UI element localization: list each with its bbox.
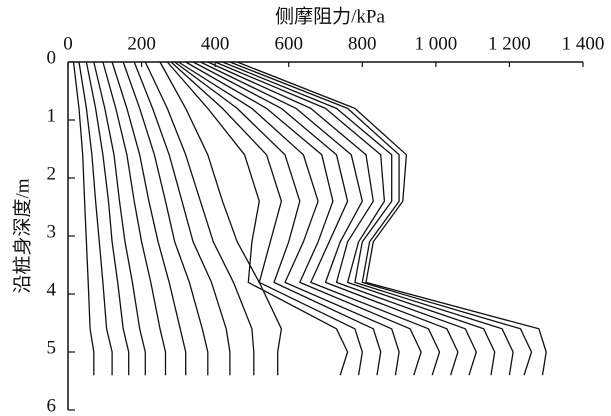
friction-tick-label: 1 200 [488, 33, 531, 54]
friction-tick-label: 200 [127, 33, 156, 54]
curve [144, 61, 255, 376]
friction-tick-label: 1 000 [414, 33, 457, 54]
curve [185, 61, 422, 376]
depth-tick-label: 3 [47, 221, 57, 242]
curve [72, 61, 95, 376]
curve [174, 61, 382, 376]
curve [111, 61, 187, 376]
curve [133, 61, 231, 376]
curve [122, 61, 209, 376]
friction-tick-label: 600 [274, 33, 303, 54]
friction-tick-label: 800 [348, 33, 377, 54]
depth-tick-label: 6 [47, 395, 57, 416]
friction-tick-label: 1 400 [562, 33, 605, 54]
curve [170, 61, 363, 376]
depth-tick-label: 2 [47, 163, 57, 184]
y-axis-label: 沿桩身深度/m [11, 178, 33, 293]
curve [178, 61, 400, 376]
curve [93, 61, 146, 376]
curve [207, 61, 477, 376]
friction-tick-label: 400 [201, 33, 230, 54]
curve [166, 61, 349, 376]
curve [222, 61, 514, 376]
curve [85, 61, 130, 376]
curve [214, 61, 496, 376]
chart-title: 侧摩阻力/kPa [275, 5, 385, 27]
friction-tick-label: 0 [63, 33, 73, 54]
depth-tick-label: 5 [47, 337, 57, 358]
curve [192, 61, 441, 376]
curve [229, 61, 533, 376]
depth-tick-label: 1 [47, 105, 57, 126]
curve [236, 61, 547, 376]
depth-tick-label: 0 [47, 47, 57, 68]
depth-tick-label: 4 [47, 279, 57, 300]
curve [102, 61, 167, 376]
curve [159, 61, 283, 376]
curve [200, 61, 459, 376]
curve [78, 61, 113, 376]
